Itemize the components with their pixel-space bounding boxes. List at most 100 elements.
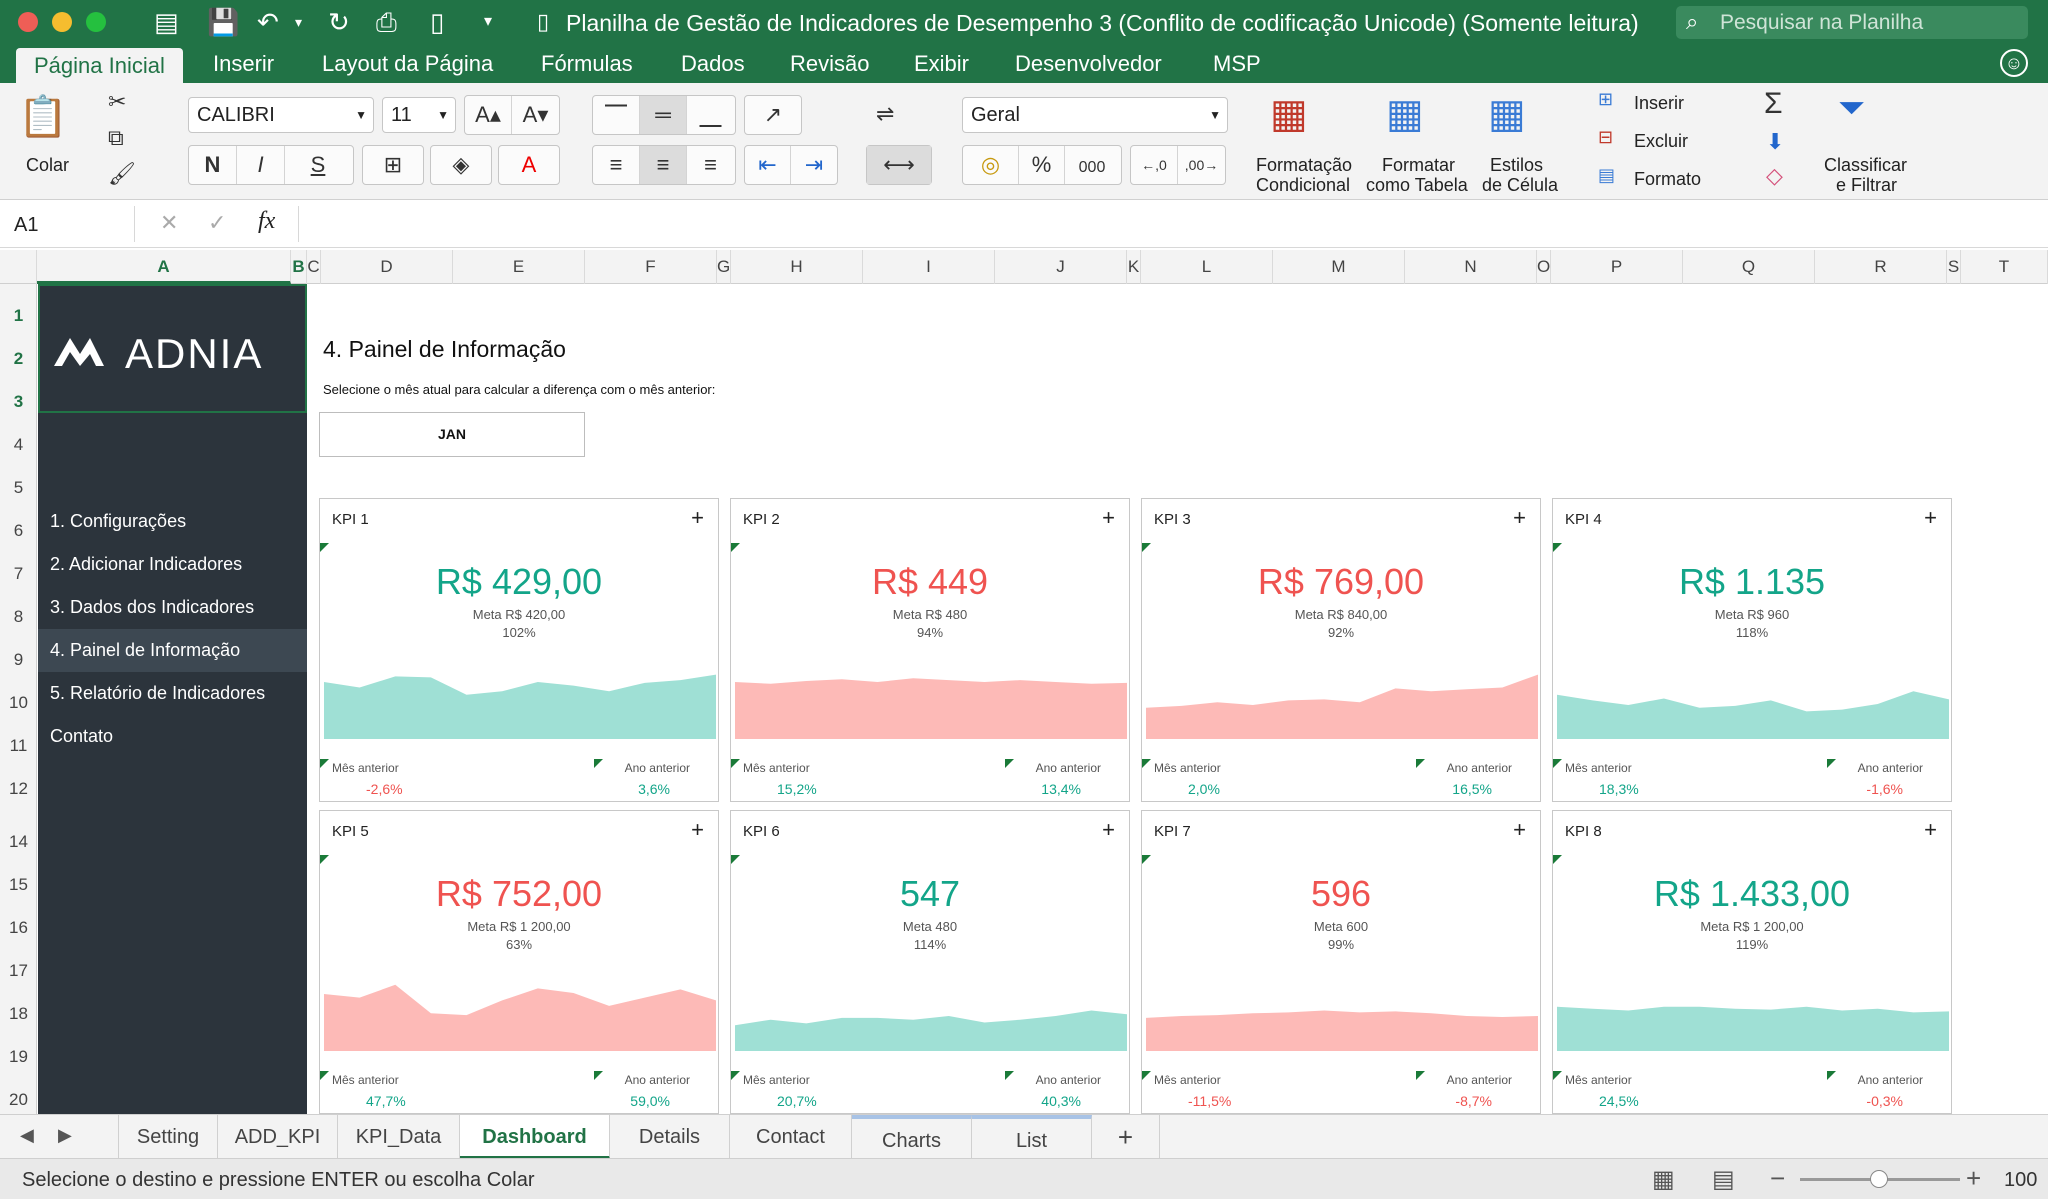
col-header-o[interactable]: O [1537, 250, 1551, 284]
col-header-f[interactable]: F [585, 250, 717, 284]
cancel-icon[interactable]: ✕ [160, 210, 179, 235]
redo-icon[interactable]: ↻ [328, 7, 350, 37]
conditional-format-label-1[interactable]: Formatação [1256, 155, 1353, 175]
tab-exibir[interactable]: Exibir [914, 51, 970, 76]
col-header-l[interactable]: L [1141, 250, 1273, 284]
plus-icon[interactable]: + [691, 817, 704, 842]
close-window-button[interactable] [18, 12, 38, 32]
save-icon[interactable]: 💾 [207, 7, 240, 37]
italic-button[interactable]: I [237, 146, 285, 184]
zoom-slider-thumb[interactable] [1870, 1170, 1888, 1188]
number-format-select[interactable]: Geral ▼ [962, 97, 1228, 133]
tab-revisao[interactable]: Revisão [790, 51, 870, 76]
fill-down-icon[interactable]: ⬇ [1766, 129, 1785, 154]
sort-filter-label-1[interactable]: Classificar [1824, 155, 1908, 175]
row-header-2[interactable]: 2 [13, 349, 24, 368]
sheet-tab-kpi-data[interactable]: KPI_Data [338, 1115, 460, 1159]
align-top-icon[interactable]: ⎺ [593, 96, 640, 134]
align-left-icon[interactable]: ≡ [593, 146, 640, 184]
row-header-6[interactable]: 6 [13, 521, 24, 540]
font-size-select[interactable]: 11 ▼ [382, 97, 456, 133]
row-header-1[interactable]: 1 [13, 306, 24, 325]
row-header-7[interactable]: 7 [13, 564, 24, 583]
col-header-d[interactable]: D [321, 250, 453, 284]
increase-indent-icon[interactable]: ⇥ [804, 152, 824, 177]
autosum-icon[interactable]: Σ [1764, 87, 1783, 120]
row-header-20[interactable]: 20 [9, 1090, 28, 1109]
row-header-18[interactable]: 18 [9, 1004, 28, 1023]
increase-decimal-icon[interactable]: ←,0 [1131, 146, 1178, 184]
fill-color-icon[interactable]: ◈ [452, 152, 470, 177]
enter-icon[interactable]: ✓ [208, 210, 227, 235]
month-selector[interactable]: JAN [319, 412, 585, 457]
row-header-11[interactable]: 11 [9, 736, 28, 755]
paste-label[interactable]: Colar [26, 155, 70, 175]
col-header-t[interactable]: T [1961, 250, 2048, 284]
row-header-5[interactable]: 5 [13, 478, 24, 497]
conditional-format-label-2[interactable]: Condicional [1256, 175, 1351, 195]
cell-styles-icon[interactable]: ▦ [1488, 92, 1526, 136]
feedback-smiley-icon[interactable]: ☺ [2000, 49, 2028, 77]
customize-toolbar-icon[interactable]: ▾ [484, 13, 493, 30]
col-header-p[interactable]: P [1551, 250, 1683, 284]
col-header-i[interactable]: I [863, 250, 995, 284]
format-as-table-label-2[interactable]: como Tabela [1366, 175, 1468, 195]
wrap-text-icon[interactable]: ⇌ [876, 101, 895, 126]
align-right-icon[interactable]: ≡ [704, 152, 717, 177]
copy-icon[interactable]: ⧉ [108, 125, 124, 150]
zoom-in-icon[interactable]: + [1966, 1163, 1982, 1193]
kpi-card[interactable]: KPI 6 +547 Meta 480 114% Mês anterior Ano ant… [730, 810, 1130, 1114]
row-header-19[interactable]: 19 [9, 1047, 28, 1066]
format-cells-icon[interactable]: ▤ [1598, 165, 1616, 185]
sheet-tab-setting[interactable]: Setting [118, 1115, 218, 1159]
add-sheet-button[interactable]: + [1092, 1115, 1160, 1159]
sidebar-item-configuracoes[interactable]: 1. Configurações [50, 511, 187, 531]
clear-icon[interactable]: ◇ [1766, 163, 1783, 188]
row-header-14[interactable]: 14 [9, 832, 28, 851]
decrease-decimal-icon[interactable]: ,00→ [1184, 157, 1219, 173]
paste-icon[interactable]: 📋 [18, 95, 68, 139]
insert-cells-label[interactable]: Inserir [1634, 93, 1685, 113]
formula-input[interactable] [298, 206, 2038, 242]
sheet-tab-add-kpi[interactable]: ADD_KPI [218, 1115, 338, 1159]
align-middle-icon[interactable]: ═ [640, 96, 687, 134]
sidebar-item-dados-indicadores[interactable]: 3. Dados dos Indicadores [50, 597, 255, 617]
cell-styles-label-1[interactable]: Estilos [1490, 155, 1544, 175]
format-as-table-icon[interactable]: ▦ [1386, 92, 1424, 136]
row-header-8[interactable]: 8 [13, 607, 24, 626]
delete-cells-label[interactable]: Excluir [1634, 131, 1689, 151]
sort-filter-icon[interactable]: ⏷ [1838, 89, 1866, 127]
zoom-out-icon[interactable]: − [1770, 1163, 1786, 1193]
col-header-k[interactable]: K [1127, 250, 1141, 284]
tab-inserir[interactable]: Inserir [213, 51, 275, 76]
sort-filter-label-2[interactable]: e Filtrar [1836, 175, 1898, 195]
plus-icon[interactable]: + [1102, 505, 1115, 530]
name-box[interactable]: A1 [0, 206, 135, 242]
tab-desenvolvedor[interactable]: Desenvolvedor [1015, 51, 1162, 76]
shrink-font-icon[interactable]: A▾ [522, 102, 549, 127]
tab-dados[interactable]: Dados [681, 51, 745, 76]
format-painter-icon[interactable]: 🖌 [108, 161, 136, 186]
decrease-indent-icon[interactable]: ⇤ [745, 146, 791, 184]
row-header-10[interactable]: 10 [9, 693, 28, 712]
sidebar-item-adicionar-indicadores[interactable]: 2. Adicionar Indicadores [50, 554, 243, 574]
zoom-level[interactable]: 100 [2004, 1169, 2038, 1191]
col-header-a[interactable]: A [37, 250, 291, 284]
next-sheet-icon[interactable]: ▶ [58, 1125, 72, 1145]
orientation-icon[interactable]: ↗ [763, 102, 783, 127]
col-header-r[interactable]: R [1815, 250, 1947, 284]
plus-icon[interactable]: + [1513, 817, 1526, 842]
col-header-n[interactable]: N [1405, 250, 1537, 284]
sheet-tab-contact[interactable]: Contact [730, 1115, 852, 1159]
cell-styles-label-2[interactable]: de Célula [1482, 175, 1559, 195]
kpi-card[interactable]: KPI 3 + R$ 769,00 Meta R$ 840,00 92% Mês ante… [1141, 498, 1541, 802]
format-as-table-label-1[interactable]: Formatar [1382, 155, 1456, 175]
sheet-tab-list[interactable]: List [972, 1115, 1092, 1159]
font-name-select[interactable]: CALIBRI ▼ [188, 97, 374, 133]
kpi-card[interactable]: KPI 7 +596 Meta 600 99% Mês anterior Ano ante… [1141, 810, 1541, 1114]
sidebar-item-contato[interactable]: Contato [50, 726, 114, 746]
conditional-format-icon[interactable]: ▦ [1270, 92, 1308, 136]
format-cells-label[interactable]: Formato [1634, 169, 1702, 189]
col-header-h[interactable]: H [731, 250, 863, 284]
row-header-9[interactable]: 9 [13, 650, 24, 669]
